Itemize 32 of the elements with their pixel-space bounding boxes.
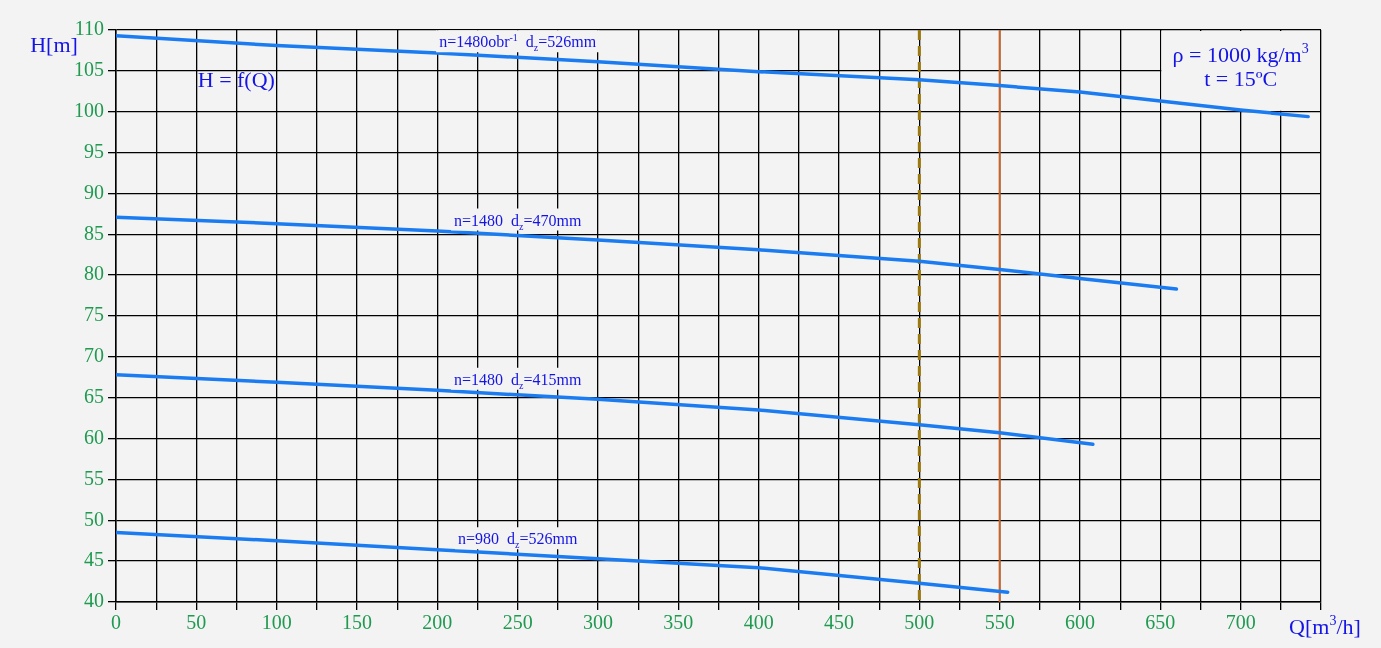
y-tick-label: 65 — [84, 384, 104, 407]
x-tick-label: 150 — [342, 611, 372, 634]
x-tick-label: 300 — [583, 611, 613, 634]
annotation: t = 15ºC — [1204, 66, 1278, 91]
x-tick-label: 0 — [111, 611, 121, 634]
y-axis-title: H[m] — [30, 32, 78, 57]
y-tick-label: 95 — [84, 139, 104, 162]
y-tick-label: 85 — [84, 221, 104, 244]
y-tick-label: 100 — [74, 98, 104, 121]
x-tick-label: 550 — [984, 611, 1015, 634]
x-tick-label: 400 — [743, 611, 774, 634]
y-tick-label: 55 — [84, 466, 104, 489]
x-tick-label: 450 — [824, 611, 854, 634]
y-tick-label: 70 — [84, 344, 104, 367]
x-tick-label: 250 — [502, 611, 533, 634]
x-tick-label: 650 — [1145, 611, 1176, 634]
x-tick-label: 350 — [663, 611, 694, 634]
y-tick-label: 80 — [84, 262, 104, 285]
y-tick-label: 105 — [74, 58, 104, 81]
x-tick-label: 200 — [422, 611, 453, 634]
x-tick-label: 700 — [1225, 611, 1256, 634]
y-tick-label: 45 — [84, 548, 104, 571]
y-tick-label: 75 — [84, 303, 104, 326]
y-tick-label: 50 — [84, 507, 104, 530]
annotation: H = f(Q) — [197, 67, 275, 93]
x-tick-label: 600 — [1065, 611, 1095, 634]
x-tick-label: 100 — [261, 611, 292, 634]
y-tick-label: 40 — [84, 589, 104, 612]
y-tick-label: 60 — [84, 425, 104, 448]
y-tick-label: 90 — [84, 180, 104, 203]
x-tick-label: 50 — [186, 611, 207, 634]
x-tick-label: 500 — [904, 611, 935, 634]
